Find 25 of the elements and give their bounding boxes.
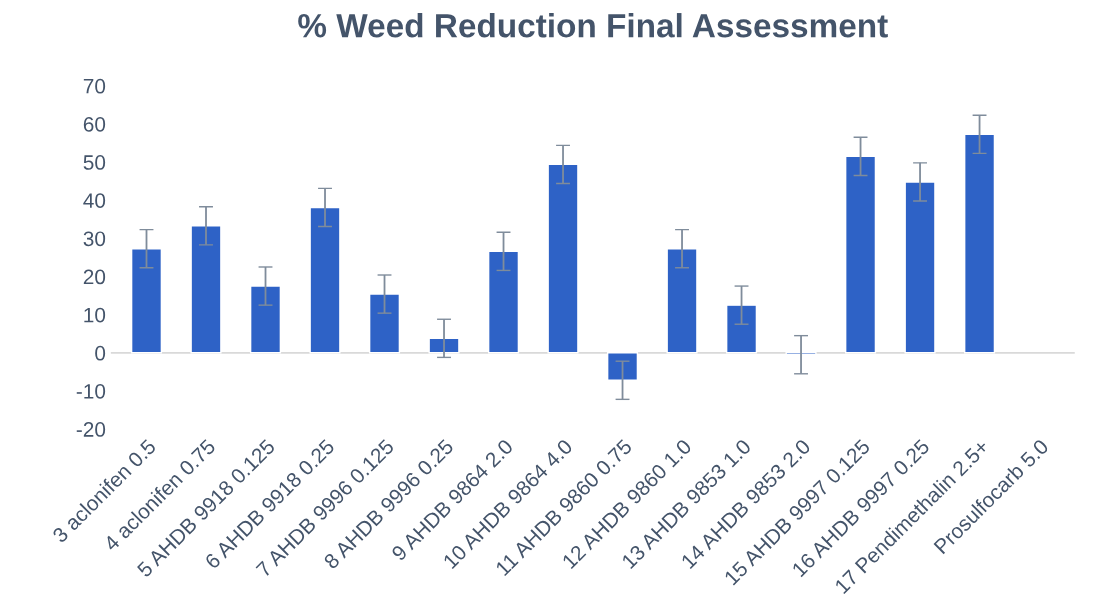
y-tick-label: -20: [76, 422, 106, 437]
y-tick-label: 40: [83, 193, 106, 208]
bar: [844, 155, 877, 354]
bar: [487, 250, 520, 354]
y-tick-label: 0: [95, 345, 106, 361]
bar: [368, 293, 401, 354]
bar: [309, 206, 341, 354]
bar: [963, 133, 996, 354]
bar: [666, 247, 698, 354]
y-tick-label: 70: [83, 78, 106, 94]
y-tick-label: -10: [76, 383, 106, 399]
bar: [190, 225, 222, 354]
bar: [606, 352, 639, 381]
y-tick-label: 30: [83, 231, 106, 247]
bar: [428, 337, 460, 354]
chart-title: % Weed Reduction Final Assessment: [298, 13, 888, 38]
bar: [547, 163, 579, 354]
y-tick-label: 20: [83, 269, 106, 285]
y-tick-label: 50: [83, 155, 106, 170]
bar: [904, 181, 936, 354]
bar: [130, 247, 163, 354]
bar: [249, 285, 282, 354]
bar: [725, 304, 758, 354]
y-tick-label: 10: [84, 307, 106, 323]
y-tick-label: 60: [83, 116, 106, 132]
